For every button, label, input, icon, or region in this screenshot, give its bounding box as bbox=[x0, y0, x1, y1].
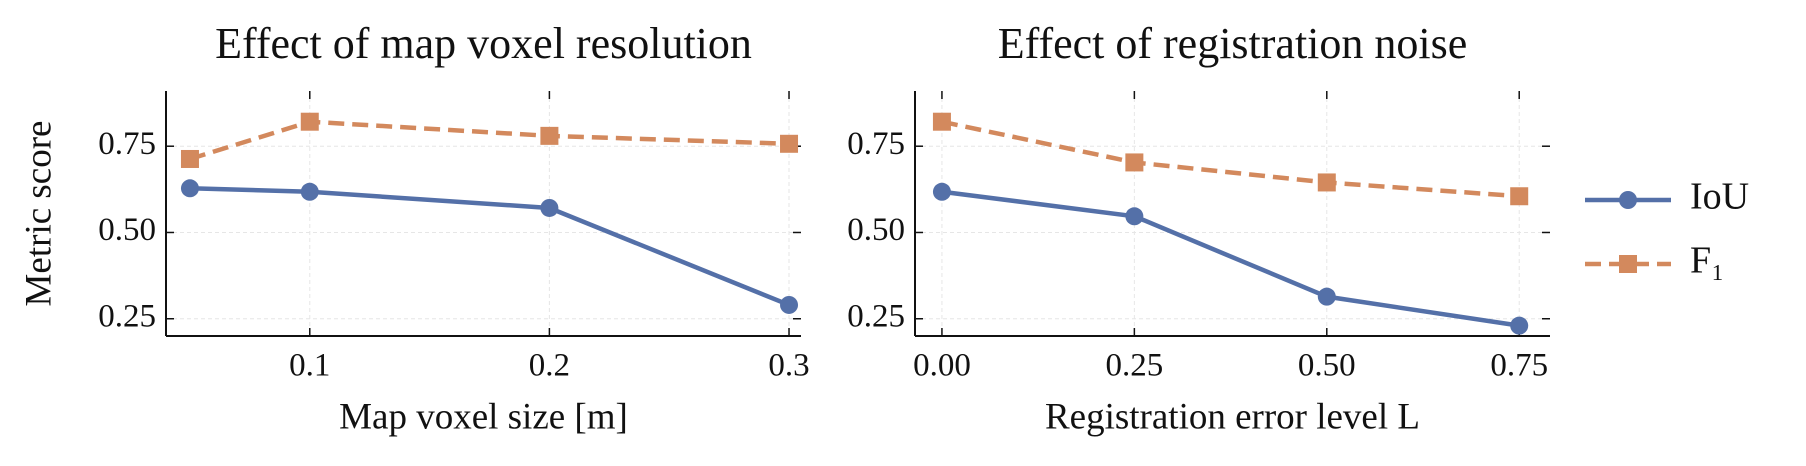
marker bbox=[780, 134, 799, 153]
y-tick-label: 0.75 bbox=[98, 126, 156, 162]
marker bbox=[180, 149, 199, 168]
marker bbox=[780, 295, 799, 314]
x-tick-label: 0.00 bbox=[913, 348, 971, 384]
series-line bbox=[941, 189, 1520, 328]
marker bbox=[300, 182, 319, 201]
marker bbox=[1125, 207, 1144, 226]
x-tick-label: 0.2 bbox=[529, 348, 570, 384]
series-line bbox=[189, 119, 790, 162]
marker bbox=[1510, 316, 1529, 335]
marker bbox=[932, 112, 951, 131]
marker bbox=[300, 112, 319, 131]
chart-title: Effect of map voxel resolution bbox=[215, 19, 752, 68]
y-tick-label: 0.25 bbox=[98, 298, 156, 334]
x-tick-label: 0.1 bbox=[289, 348, 330, 384]
y-axis-label: Metric score bbox=[18, 121, 59, 307]
legend-label: F₁ bbox=[1690, 240, 1724, 282]
y-tick-label: 0.75 bbox=[847, 126, 905, 162]
x-axis-label: Map voxel size [m] bbox=[339, 396, 628, 437]
marker bbox=[540, 126, 559, 145]
y-tick-label: 0.50 bbox=[98, 212, 156, 248]
marker bbox=[180, 179, 199, 198]
marker bbox=[1317, 287, 1336, 306]
x-axis-label: Registration error level L bbox=[1045, 396, 1420, 437]
marker bbox=[540, 198, 559, 217]
marker bbox=[1619, 255, 1637, 273]
x-tick-label: 0.50 bbox=[1298, 348, 1356, 384]
series-line bbox=[941, 119, 1520, 199]
marker bbox=[932, 182, 951, 201]
y-tick-label: 0.50 bbox=[847, 212, 905, 248]
y-tick-label: 0.25 bbox=[847, 298, 905, 334]
x-tick-label: 0.25 bbox=[1105, 348, 1163, 384]
marker bbox=[1510, 187, 1529, 206]
legend-label: IoU bbox=[1690, 176, 1749, 218]
x-tick-label: 0.75 bbox=[1490, 348, 1548, 384]
marker bbox=[1125, 153, 1144, 172]
series-line bbox=[189, 186, 790, 308]
marker bbox=[1619, 191, 1637, 209]
x-tick-label: 0.3 bbox=[768, 348, 809, 384]
chart-title: Effect of registration noise bbox=[998, 19, 1468, 68]
marker bbox=[1317, 173, 1336, 192]
